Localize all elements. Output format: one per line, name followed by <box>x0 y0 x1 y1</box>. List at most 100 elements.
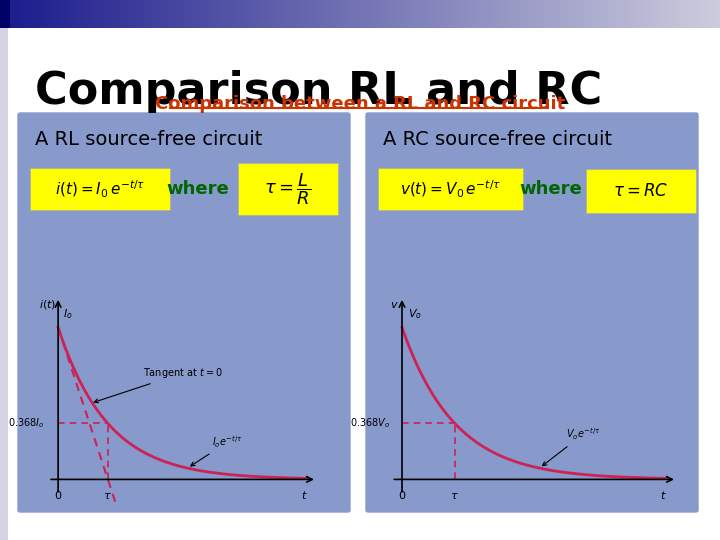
Bar <box>228 0 229 28</box>
Bar <box>272 0 273 28</box>
Bar <box>624 0 625 28</box>
Bar <box>400 0 401 28</box>
Bar <box>61 0 62 28</box>
Bar <box>161 0 162 28</box>
Bar <box>604 0 605 28</box>
Bar <box>695 0 696 28</box>
Bar <box>146 0 147 28</box>
Bar <box>219 0 220 28</box>
Bar <box>588 0 589 28</box>
Bar <box>288 0 289 28</box>
Bar <box>44 0 45 28</box>
Bar <box>47 0 48 28</box>
Bar <box>696 0 697 28</box>
Bar <box>446 0 447 28</box>
Bar <box>187 0 188 28</box>
Bar <box>513 0 514 28</box>
Bar <box>245 0 246 28</box>
Bar <box>431 0 432 28</box>
Bar <box>108 0 109 28</box>
Bar <box>671 0 672 28</box>
Bar <box>113 0 114 28</box>
Bar <box>67 0 68 28</box>
Bar <box>659 0 660 28</box>
Bar <box>630 0 631 28</box>
Bar <box>215 0 216 28</box>
Bar <box>704 0 705 28</box>
Bar <box>658 0 659 28</box>
Bar <box>378 0 379 28</box>
Bar <box>322 0 323 28</box>
Bar <box>64 0 65 28</box>
Bar <box>238 163 338 215</box>
Bar <box>715 0 716 28</box>
Bar <box>545 0 546 28</box>
Bar <box>274 0 275 28</box>
Bar <box>109 0 110 28</box>
Bar <box>101 0 102 28</box>
Bar <box>484 0 485 28</box>
Bar <box>714 0 715 28</box>
Bar <box>295 0 296 28</box>
Bar <box>203 0 204 28</box>
Bar <box>234 0 235 28</box>
Bar <box>195 0 196 28</box>
Bar <box>277 0 278 28</box>
Bar <box>616 0 617 28</box>
Bar <box>249 0 250 28</box>
Bar <box>428 0 429 28</box>
Bar <box>693 0 694 28</box>
Bar <box>206 0 207 28</box>
Bar <box>134 0 135 28</box>
Bar <box>325 0 326 28</box>
Bar <box>71 0 72 28</box>
Bar <box>468 0 469 28</box>
Bar <box>192 0 193 28</box>
Bar <box>437 0 438 28</box>
Bar <box>673 0 674 28</box>
Bar <box>645 0 646 28</box>
Bar <box>455 0 456 28</box>
Bar <box>566 0 567 28</box>
Bar <box>442 0 443 28</box>
Bar <box>162 0 163 28</box>
Bar <box>54 0 55 28</box>
Bar <box>185 0 186 28</box>
Bar <box>382 0 383 28</box>
Bar <box>510 0 511 28</box>
Bar <box>496 0 497 28</box>
Bar <box>458 0 459 28</box>
Bar <box>198 0 199 28</box>
Text: $t$: $t$ <box>660 489 667 501</box>
Bar <box>78 0 79 28</box>
Text: $\tau = RC$: $\tau = RC$ <box>613 182 669 200</box>
Bar <box>483 0 484 28</box>
Bar <box>345 0 346 28</box>
Bar <box>717 0 718 28</box>
Bar <box>296 0 297 28</box>
Bar <box>184 0 185 28</box>
Bar <box>668 0 669 28</box>
Bar <box>194 0 195 28</box>
Bar <box>207 0 208 28</box>
Bar <box>242 0 243 28</box>
Bar <box>421 0 422 28</box>
Bar <box>629 0 630 28</box>
Bar <box>707 0 708 28</box>
Bar <box>420 0 421 28</box>
Bar <box>386 0 387 28</box>
Bar <box>676 0 677 28</box>
Bar <box>121 0 122 28</box>
Bar <box>153 0 154 28</box>
Bar <box>253 0 254 28</box>
Bar <box>644 0 645 28</box>
Bar <box>163 0 164 28</box>
Bar <box>441 0 442 28</box>
Bar <box>330 0 331 28</box>
Bar <box>42 0 43 28</box>
Bar <box>129 0 130 28</box>
Bar <box>460 0 461 28</box>
Bar <box>168 0 169 28</box>
Bar <box>410 0 411 28</box>
Bar <box>156 0 157 28</box>
